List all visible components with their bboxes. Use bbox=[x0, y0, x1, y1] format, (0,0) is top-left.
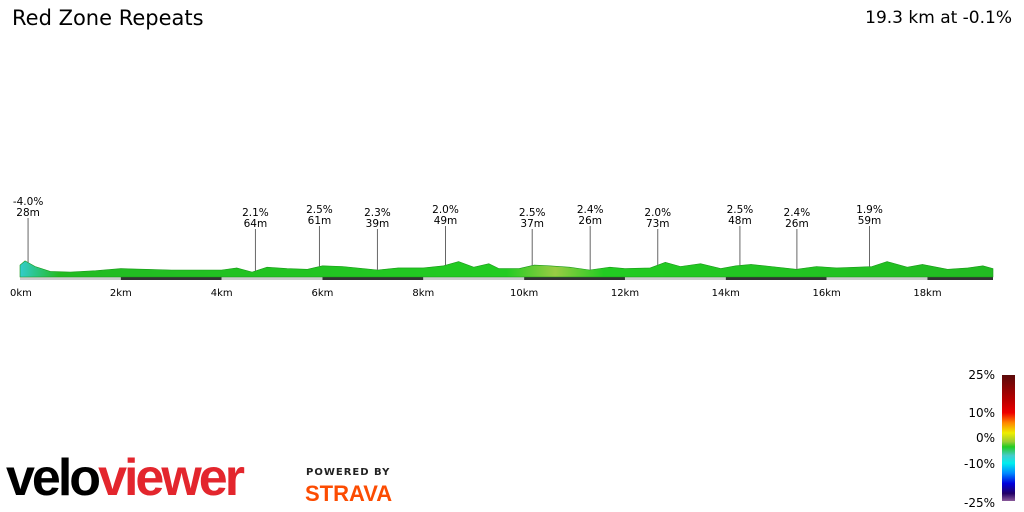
climb-length-label: 59m bbox=[858, 215, 882, 227]
climb-grade-label: 2.1% bbox=[242, 207, 269, 219]
elevation-profile bbox=[19, 260, 994, 278]
climb-grade-label: 1.9% bbox=[856, 204, 883, 216]
x-tick-label: 12km bbox=[611, 288, 639, 299]
climb-grade-label: 2.4% bbox=[577, 204, 604, 216]
climb-length-label: 26m bbox=[578, 215, 602, 227]
climb-grade-label: 2.0% bbox=[644, 207, 671, 219]
axis-segment bbox=[322, 277, 424, 280]
colorscale-label: -10% bbox=[963, 457, 995, 471]
powered-by-label: POWERED BY bbox=[306, 467, 391, 478]
climb-length-label: 64m bbox=[244, 218, 268, 230]
axis-segment bbox=[624, 277, 726, 280]
axis-segment bbox=[120, 277, 222, 280]
veloviewer-logo[interactable]: veloviewer bbox=[6, 449, 245, 507]
route-summary: 19.3 km at -0.1% bbox=[865, 8, 1012, 28]
elevation-chart: 0km 2km 4km 6km 8km 10km 12km 14km 16km 18km -4.0%… bbox=[10, 196, 994, 299]
strava-logo[interactable]: STRAVA bbox=[305, 481, 393, 506]
colorscale-label: -25% bbox=[963, 496, 995, 510]
climb-length-label: 48m bbox=[728, 215, 752, 227]
climb-length-label: 37m bbox=[520, 218, 544, 230]
logo-viewer: viewer bbox=[98, 449, 245, 507]
axis-segment bbox=[725, 277, 827, 280]
climb-grade-label: 2.3% bbox=[364, 207, 391, 219]
gradient-colorscale bbox=[1002, 375, 1015, 501]
climb-length-label: 73m bbox=[646, 218, 670, 230]
climb-grade-label: -4.0% bbox=[13, 196, 43, 208]
axis-segment bbox=[524, 277, 625, 280]
axis-segment bbox=[221, 277, 323, 280]
x-tick-label: 14km bbox=[712, 288, 740, 299]
climb-grade-label: 2.0% bbox=[432, 204, 459, 216]
climb-grade-label: 2.5% bbox=[519, 207, 546, 219]
climb-length-label: 28m bbox=[16, 207, 40, 219]
climb-length-label: 26m bbox=[785, 218, 809, 230]
x-tick-label: 4km bbox=[211, 288, 233, 299]
x-tick-label: 10km bbox=[510, 288, 538, 299]
page-title: Red Zone Repeats bbox=[12, 6, 204, 30]
x-tick-label: 2km bbox=[110, 288, 132, 299]
climb-grade-label: 2.4% bbox=[784, 207, 811, 219]
axis-segment bbox=[20, 277, 121, 280]
climb-length-label: 61m bbox=[308, 215, 332, 227]
colorscale-label: 10% bbox=[968, 406, 995, 420]
climb-grade-label: 2.5% bbox=[306, 204, 333, 216]
x-tick-label: 6km bbox=[312, 288, 334, 299]
climb-length-label: 49m bbox=[434, 215, 458, 227]
axis-segment bbox=[423, 277, 525, 280]
logo-velo: velo bbox=[6, 449, 101, 507]
x-tick-label: 16km bbox=[812, 288, 840, 299]
x-tick-label: 8km bbox=[412, 288, 434, 299]
axis-segment bbox=[826, 277, 928, 280]
colorscale-label: 0% bbox=[975, 431, 995, 445]
climb-length-label: 39m bbox=[366, 218, 390, 230]
colorscale-label: 25% bbox=[968, 368, 995, 382]
x-tick-label: 0km bbox=[10, 288, 32, 299]
axis-segment bbox=[927, 277, 993, 280]
x-tick-label: 18km bbox=[913, 288, 941, 299]
climb-grade-label: 2.5% bbox=[727, 204, 754, 216]
